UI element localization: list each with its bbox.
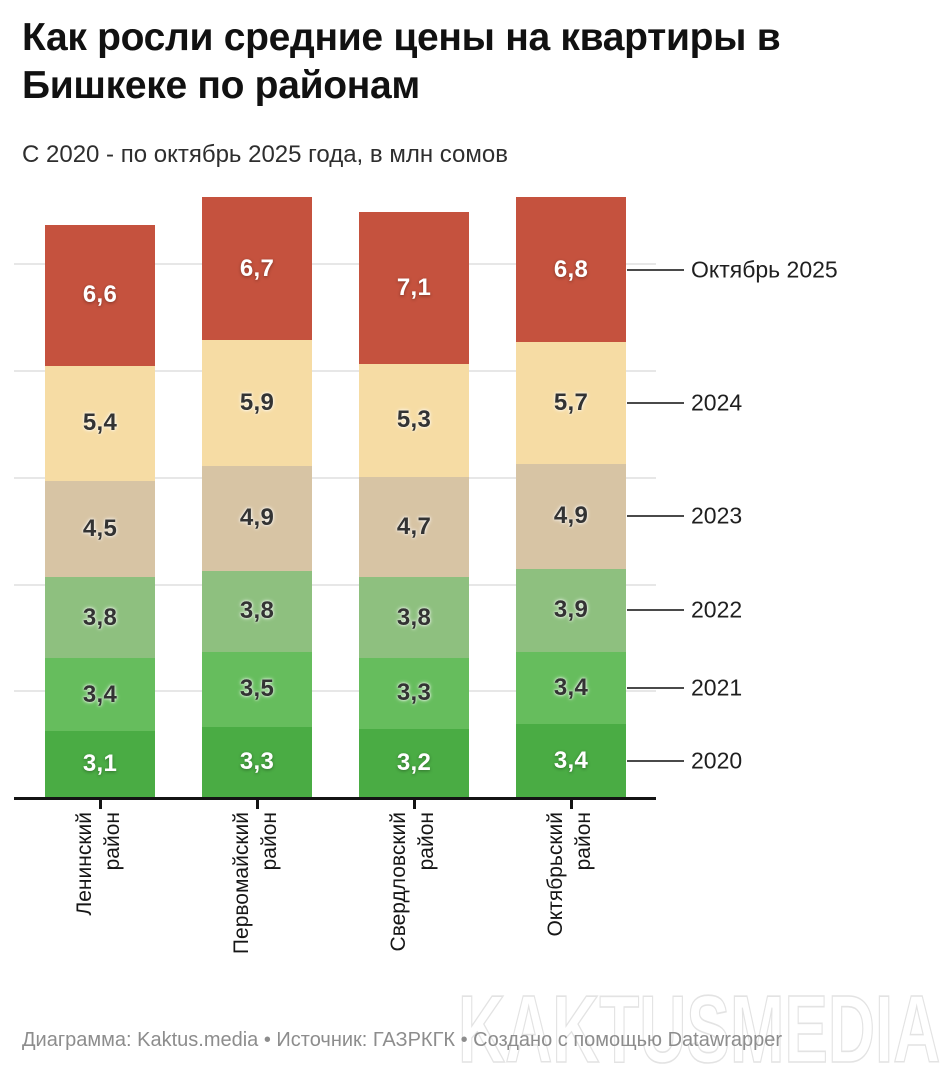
gridline — [14, 263, 656, 266]
value-label: 3,9 — [553, 596, 589, 624]
value-label: 3,5 — [239, 675, 275, 703]
year-axis-label: Октябрь 2025 — [691, 256, 838, 283]
bar-segment-2022: 3,8 — [359, 577, 469, 659]
value-label: 4,5 — [82, 515, 118, 543]
category-label-line: район — [258, 812, 281, 871]
bar-segment-2021: 3,4 — [45, 658, 155, 731]
gridline — [14, 370, 656, 372]
x-axis-tick — [98, 800, 102, 809]
value-label: 3,4 — [553, 674, 589, 702]
value-label: 3,1 — [82, 749, 118, 777]
x-axis-tick — [412, 800, 416, 809]
year-axis-label: 2023 — [691, 502, 743, 529]
year-tick-line — [627, 402, 684, 405]
value-label: 6,7 — [239, 254, 275, 282]
value-label: 5,9 — [239, 389, 275, 417]
year-tick-line — [627, 609, 684, 612]
gridline — [14, 690, 656, 693]
value-label: 5,7 — [553, 389, 589, 417]
bar-segment-Октябрь-2025: 7,1 — [359, 212, 469, 364]
x-axis-line — [14, 797, 656, 800]
bar-segment-2021: 3,4 — [516, 651, 626, 725]
x-axis-tick — [569, 800, 573, 809]
category-label: Ленинский район — [71, 812, 129, 1042]
value-label: 3,2 — [396, 748, 432, 776]
category-label-line: район — [101, 812, 124, 871]
bar-segment-2024: 5,9 — [202, 340, 312, 467]
value-label: 4,9 — [239, 504, 275, 532]
value-label: 3,4 — [82, 680, 118, 708]
category-label-line: Свердловский — [387, 812, 410, 952]
value-label: 6,8 — [553, 255, 589, 283]
bar-segment-Октябрь-2025: 6,6 — [45, 224, 155, 366]
bar-segment-2020: 3,4 — [516, 724, 626, 797]
year-axis-label: 2020 — [691, 747, 743, 774]
category-label-line: Октябрьский — [544, 812, 567, 937]
bar-segment-2020: 3,2 — [359, 728, 469, 797]
year-tick-line — [627, 687, 684, 690]
value-label: 6,6 — [82, 281, 118, 309]
category-label: Первомайский район — [228, 812, 286, 1042]
value-label: 4,7 — [396, 512, 432, 540]
value-label: 3,4 — [553, 746, 589, 774]
chart-credit: Диаграмма: Kaktus.media • Источник: ГАЗР… — [22, 1029, 783, 1051]
chart-subtitle: С 2020 - по октябрь 2025 года, в млн сом… — [22, 141, 508, 168]
watermark: KAKTUSMEDIA — [457, 976, 940, 1078]
category-label: Свердловский район — [385, 812, 443, 1042]
year-tick-line — [627, 759, 684, 762]
bar-segment-2021: 3,3 — [359, 658, 469, 729]
x-axis-tick — [255, 800, 259, 809]
category-label: Октябрьский район — [542, 812, 600, 1042]
gridline — [14, 583, 656, 586]
bar-segment-2020: 3,1 — [45, 730, 155, 797]
value-label: 3,8 — [82, 603, 118, 631]
value-label: 3,3 — [239, 747, 275, 775]
category-label-line: район — [415, 812, 438, 871]
category-label-line: район — [572, 812, 595, 871]
bar-segment-2023: 4,7 — [359, 476, 469, 578]
bar-segment-2023: 4,9 — [516, 463, 626, 569]
stacked-bar-chart: 3,1 3,4 3,8 4,5 5,4 6,6 3,3 3,5 3,8 4,9 5,9 6,7 3,2 3… — [0, 190, 940, 1060]
year-axis-label: 2022 — [691, 596, 743, 623]
bar-segment-2024: 5,3 — [359, 363, 469, 477]
year-tick-line — [627, 268, 684, 271]
value-label: 7,1 — [396, 273, 432, 301]
year-axis-label: 2024 — [691, 389, 743, 416]
value-label: 3,3 — [396, 679, 432, 707]
bar-segment-2022: 3,8 — [202, 570, 312, 652]
bar-segment-Октябрь-2025: 6,7 — [202, 197, 312, 341]
category-label-line: Ленинский — [73, 812, 96, 916]
bar-segment-2022: 3,9 — [516, 568, 626, 652]
value-label: 3,8 — [239, 597, 275, 625]
value-label: 4,9 — [553, 502, 589, 530]
bar-segment-2024: 5,4 — [45, 365, 155, 481]
value-label: 3,8 — [396, 603, 432, 631]
chart-title: Как росли средние цены на квартиры в Биш… — [22, 16, 781, 107]
value-label: 5,3 — [396, 406, 432, 434]
bar-segment-2023: 4,9 — [202, 466, 312, 571]
bar-segment-2024: 5,7 — [516, 342, 626, 464]
value-label: 5,4 — [82, 409, 118, 437]
bar-segment-2022: 3,8 — [45, 577, 155, 659]
category-label-line: Первомайский — [230, 812, 253, 955]
gridline — [14, 476, 656, 479]
year-axis-label: 2021 — [691, 674, 743, 701]
year-tick-line — [627, 515, 684, 518]
bar-segment-2021: 3,5 — [202, 651, 312, 727]
bar-segment-2020: 3,3 — [202, 726, 312, 797]
bar-segment-2023: 4,5 — [45, 481, 155, 578]
bar-segment-Октябрь-2025: 6,8 — [516, 197, 626, 343]
